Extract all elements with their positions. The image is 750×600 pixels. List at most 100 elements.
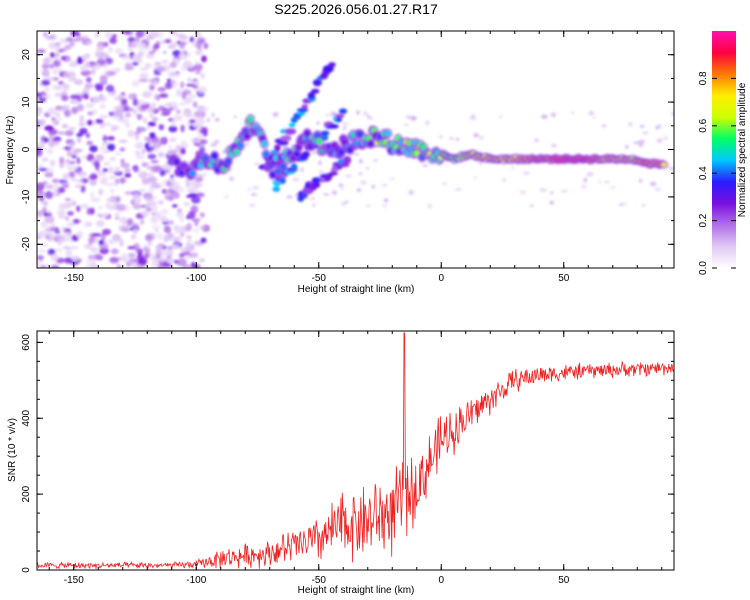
noise-blob (80, 185, 86, 193)
snr-x-ticks: -150 -100 -50 0 50 (48, 331, 663, 586)
noise-blob (180, 49, 187, 55)
noise-blob (147, 153, 157, 160)
snr-series-line (37, 332, 674, 570)
spectrogram-x-tick-label: -50 (312, 273, 327, 284)
noise-blob (141, 162, 150, 168)
noise-blob (79, 115, 85, 123)
noise-blob (191, 180, 198, 187)
faint-blob (640, 124, 645, 129)
noise-blob (118, 217, 128, 224)
streak-blob (335, 117, 342, 123)
noise-blob (96, 45, 105, 50)
noise-blob (198, 139, 208, 144)
noise-blob (151, 215, 158, 222)
noise-blob (99, 247, 109, 255)
noise-blob (83, 221, 93, 228)
noise-blob (67, 126, 76, 131)
noise-blob (59, 156, 65, 164)
noise-blob (132, 228, 138, 234)
noise-blob (62, 83, 69, 90)
noise-blob (160, 112, 170, 116)
noise-blob (168, 125, 178, 133)
noise-blob (136, 264, 142, 268)
noise-blob (71, 154, 77, 159)
faint-blob (539, 188, 547, 193)
track-blob (347, 147, 354, 153)
noise-blob (41, 94, 46, 98)
noise-blob (176, 235, 182, 244)
noise-blob (192, 228, 200, 234)
noise-blob (121, 54, 132, 61)
faint-blob (610, 185, 616, 189)
noise-blob (102, 228, 112, 236)
noise-blob (157, 264, 166, 268)
noise-blob (113, 113, 118, 121)
noise-blob (58, 210, 66, 216)
noise-blob (88, 240, 93, 246)
faint-blob (571, 111, 575, 114)
noise-blob (111, 33, 117, 39)
noise-blob (113, 96, 120, 101)
faint-blob (198, 116, 203, 120)
snr-y-tick-label: 200 (21, 485, 32, 502)
noise-blob (152, 142, 159, 148)
noise-blob (199, 72, 206, 80)
faint-blob (382, 183, 388, 187)
noise-blob (102, 162, 111, 166)
faint-blob (252, 185, 260, 190)
streak-blob (337, 163, 350, 168)
noise-blob (169, 235, 178, 243)
noise-blob (183, 60, 193, 69)
noise-blob (74, 184, 82, 188)
noise-blob (169, 62, 178, 68)
noise-blob (54, 42, 61, 47)
noise-blob (99, 114, 108, 119)
noise-blob (176, 210, 184, 218)
faint-blob (442, 182, 447, 185)
faint-blob (198, 174, 203, 178)
noise-blob (44, 93, 52, 100)
noise-blob (158, 93, 169, 98)
faint-blob (300, 167, 304, 173)
spectrogram-x-tick-label: -100 (186, 273, 206, 284)
faint-blob (510, 166, 515, 170)
noise-blob (65, 37, 74, 42)
noise-blob (80, 35, 89, 39)
faint-blob (365, 166, 370, 171)
noise-blob (98, 244, 109, 249)
streak-blob (274, 144, 281, 152)
noise-blob (150, 102, 157, 108)
noise-blob (37, 210, 44, 217)
noise-blob (108, 46, 113, 53)
noise-blob (96, 170, 107, 176)
noise-blob (71, 165, 78, 170)
faint-blob (422, 164, 428, 167)
faint-blob (319, 170, 325, 173)
noise-blob (76, 171, 87, 177)
faint-blob (199, 183, 204, 186)
noise-blob (102, 122, 112, 126)
noise-blob (175, 144, 182, 152)
noise-blob (121, 31, 131, 35)
noise-blob (187, 238, 192, 243)
noise-blob (38, 141, 45, 149)
noise-blob (42, 57, 51, 65)
noise-blob (50, 183, 60, 191)
noise-blob (150, 165, 160, 173)
noise-blob (127, 93, 136, 100)
noise-blob (122, 252, 128, 259)
faint-blob (247, 187, 251, 192)
noise-blob (106, 143, 116, 152)
noise-blob (37, 49, 46, 54)
faint-blob (580, 184, 587, 189)
faint-blob (656, 124, 662, 129)
noise-blob (172, 50, 182, 57)
noise-blob (198, 38, 205, 45)
noise-blob (178, 102, 186, 106)
noise-blob (141, 148, 146, 154)
track-blob (275, 168, 282, 175)
noise-blob (191, 123, 200, 128)
noise-blob (148, 83, 155, 92)
faint-blob (322, 193, 330, 196)
noise-blob (137, 51, 144, 58)
